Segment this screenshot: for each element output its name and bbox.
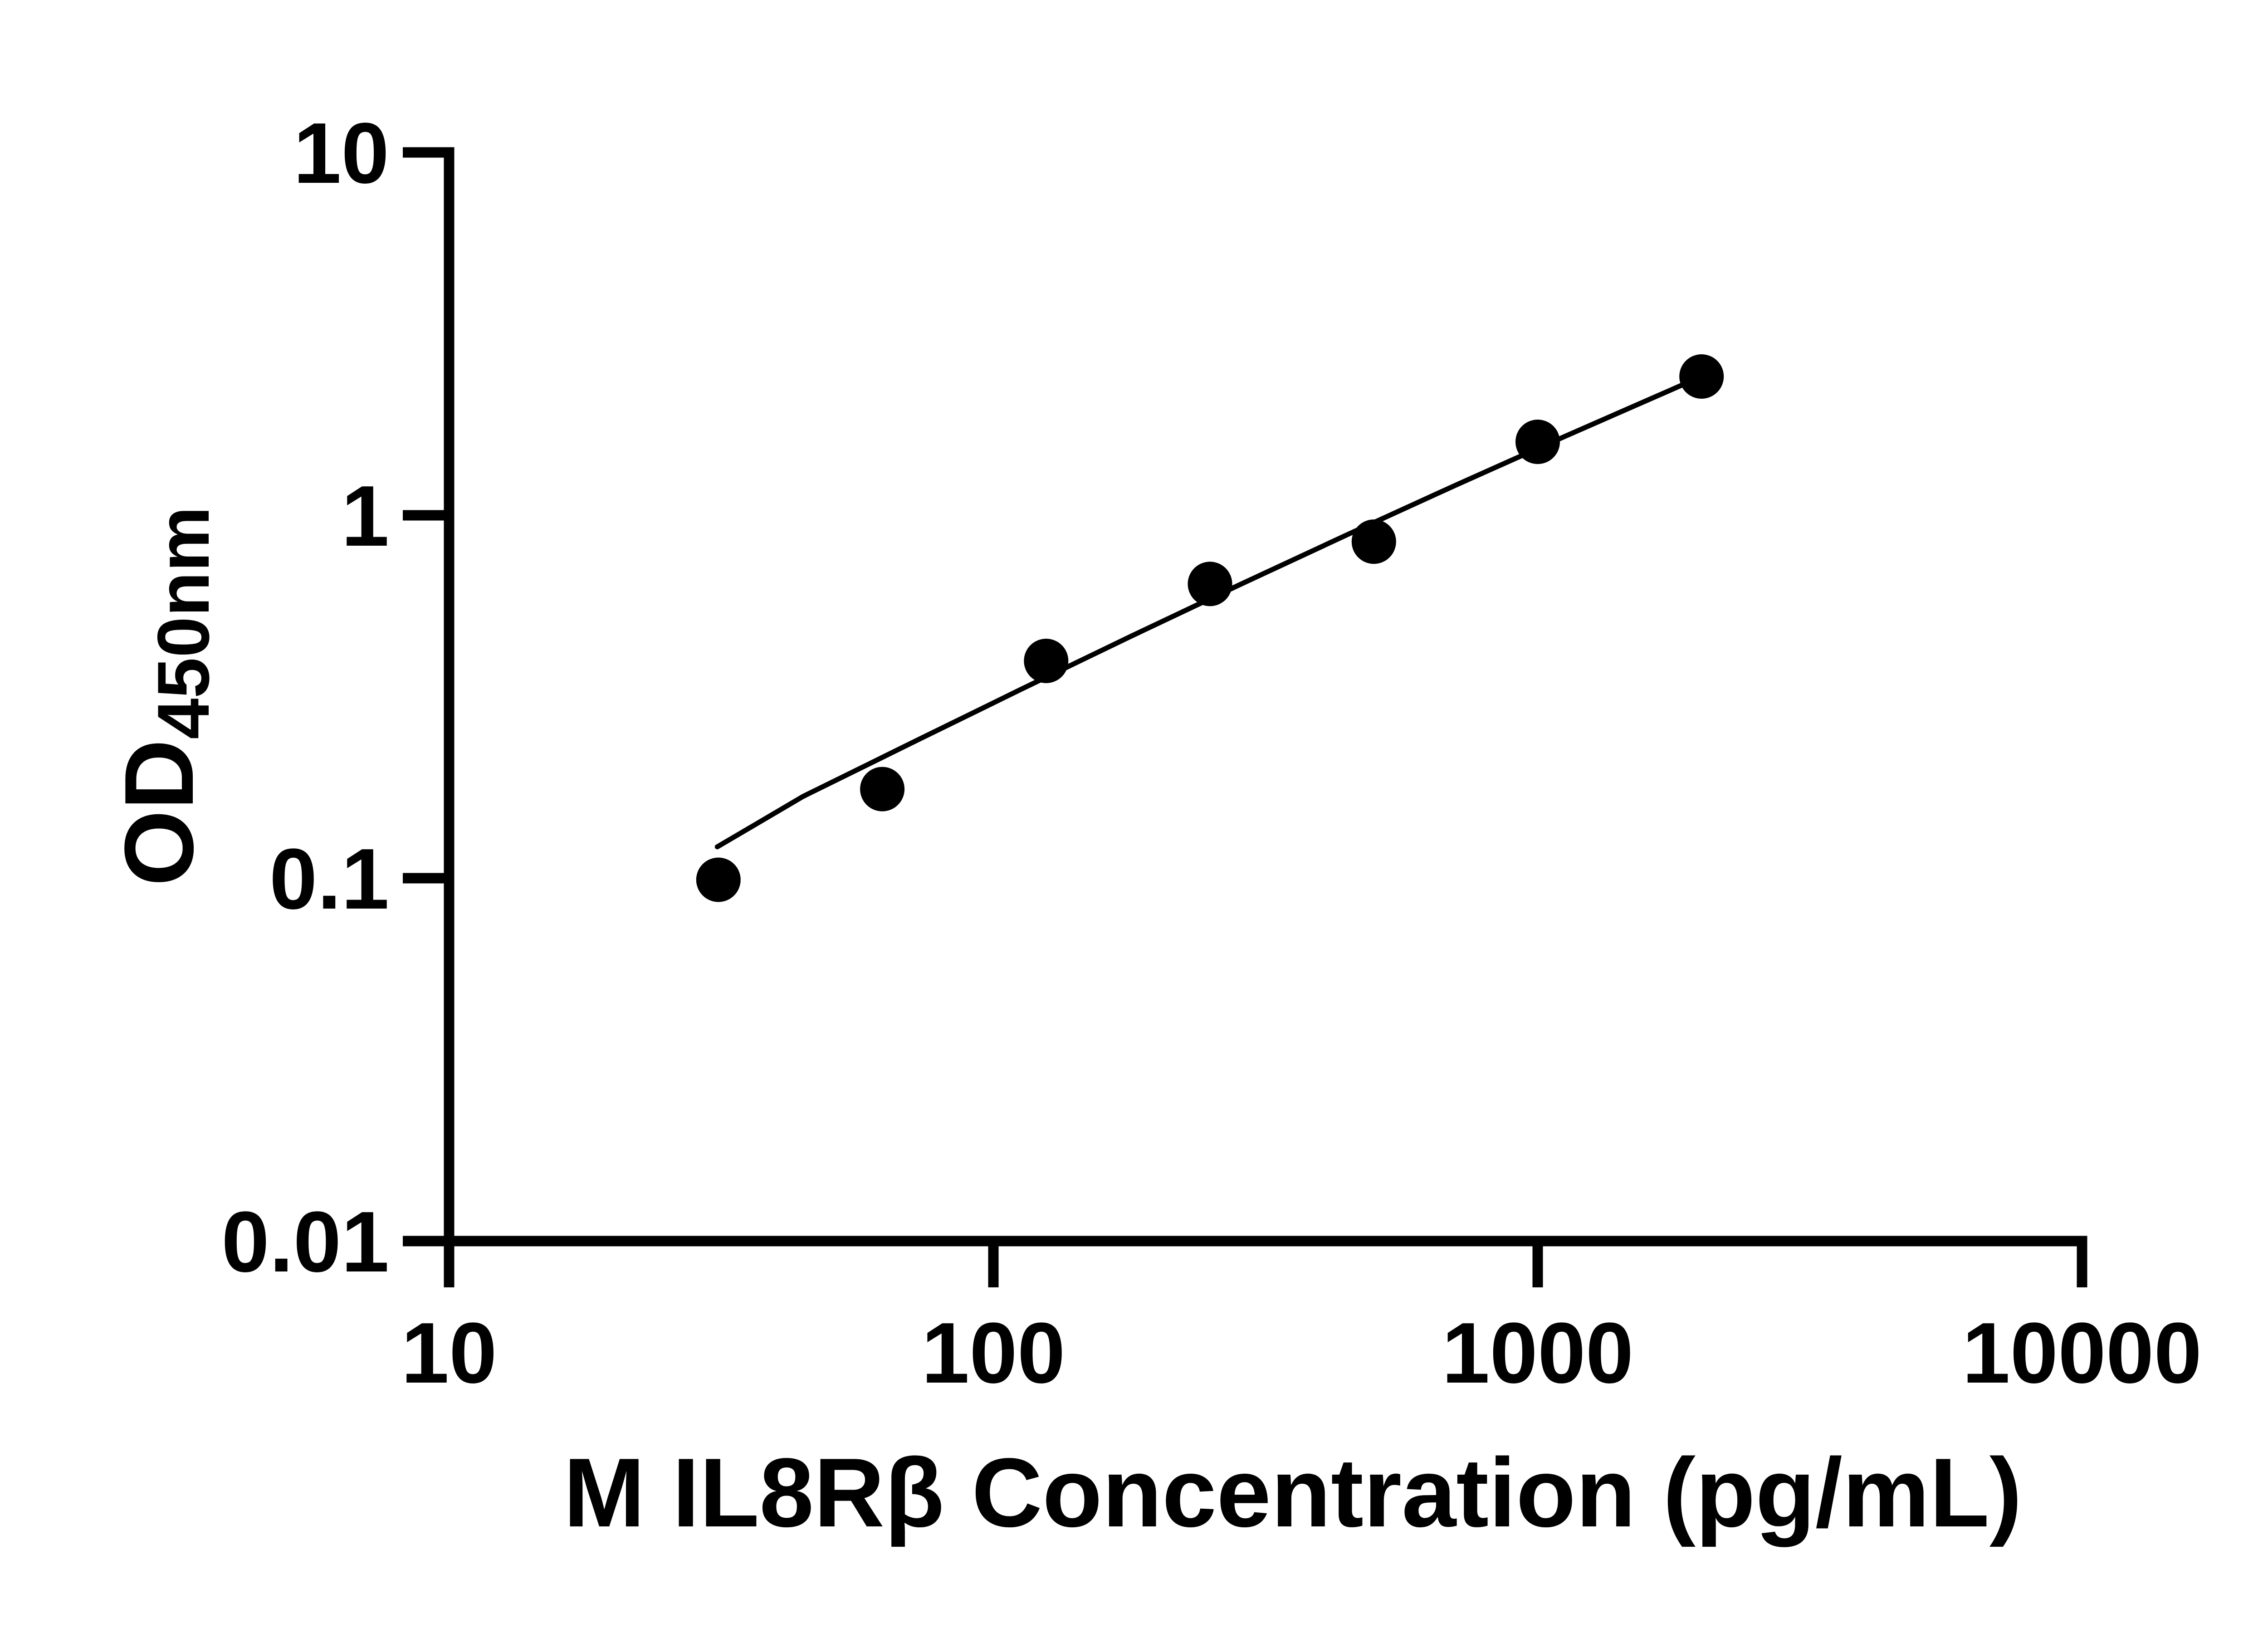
data-point: [1188, 562, 1232, 606]
data-point: [1679, 354, 1724, 399]
data-point: [696, 857, 741, 902]
y-tick-label: 10: [293, 105, 389, 201]
fit-line: [714, 374, 1704, 850]
data-point: [1515, 420, 1560, 464]
y-axis-title-main: OD: [104, 739, 214, 886]
x-tick-label: 10: [401, 1305, 497, 1401]
y-tick-label: 0.01: [221, 1194, 389, 1290]
x-tick-label: 100: [921, 1305, 1065, 1401]
y-tick-label: 1: [341, 468, 389, 564]
axes-layer: 10 100 1000 10000 10 1 0.1 0.01: [221, 105, 2202, 1401]
y-axis-title: OD450nm: [104, 506, 225, 886]
data-point: [1024, 639, 1069, 683]
data-point: [860, 767, 905, 812]
x-tick-label: 1000: [1442, 1305, 1634, 1401]
y-axis-title-sub: 450nm: [142, 506, 225, 739]
data-layer: [696, 354, 1724, 902]
x-axis-title: M IL8Rβ Concentration (pg/mL): [563, 1437, 2022, 1547]
data-point: [1351, 519, 1396, 564]
x-tick-label: 10000: [1962, 1305, 2202, 1401]
y-tick-label: 0.1: [269, 831, 389, 927]
